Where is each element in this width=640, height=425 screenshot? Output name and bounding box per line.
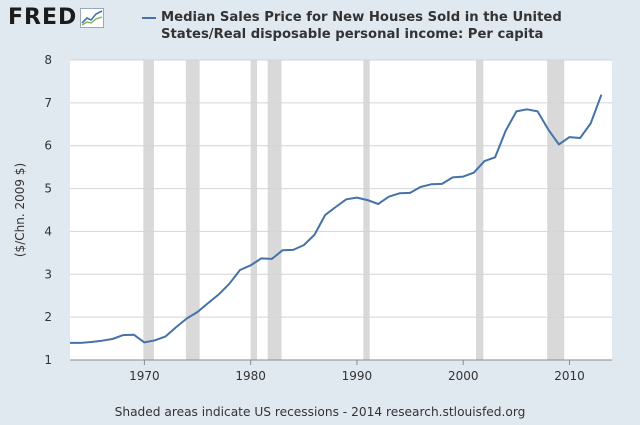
recession-band <box>363 60 370 360</box>
x-tick-label: 1990 <box>342 369 373 383</box>
recession-band <box>143 60 154 360</box>
x-tick-label: 1970 <box>129 369 160 383</box>
legend-label-line1: Median Sales Price for New Houses Sold i… <box>161 10 562 25</box>
recession-band <box>475 60 484 360</box>
y-tick-label: 1 <box>44 353 52 367</box>
y-tick-label: 2 <box>44 310 52 324</box>
recession-band <box>267 60 282 360</box>
recession-band <box>185 60 200 360</box>
y-tick-label: 7 <box>44 96 52 110</box>
y-tick-label: 5 <box>44 182 52 196</box>
x-tick-label: 1980 <box>235 369 266 383</box>
y-tick-label: 3 <box>44 267 52 281</box>
trend-chart-icon <box>80 8 105 28</box>
y-tick-label: 6 <box>44 139 52 153</box>
y-tick-label: 4 <box>44 224 52 238</box>
fred-logo[interactable]: FRED <box>8 5 105 30</box>
legend-swatch <box>142 17 156 19</box>
x-tick-label: 2010 <box>554 369 585 383</box>
x-tick-label: 2000 <box>448 369 479 383</box>
chart-legend[interactable]: Median Sales Price for New Houses Sold i… <box>142 9 562 43</box>
recession-band <box>250 60 258 360</box>
y-axis-label: ($/Chn. 2009 $) <box>13 163 27 257</box>
series-line <box>70 94 603 344</box>
fred-logo-text: FRED <box>8 5 78 30</box>
legend-label-line2: States/Real disposable personal income: … <box>161 27 544 42</box>
footer-note: Shaded areas indicate US recessions - 20… <box>114 405 526 419</box>
y-tick-label: 8 <box>44 53 52 67</box>
recession-band <box>547 60 565 360</box>
legend-label: Median Sales Price for New Houses Sold i… <box>161 9 562 43</box>
